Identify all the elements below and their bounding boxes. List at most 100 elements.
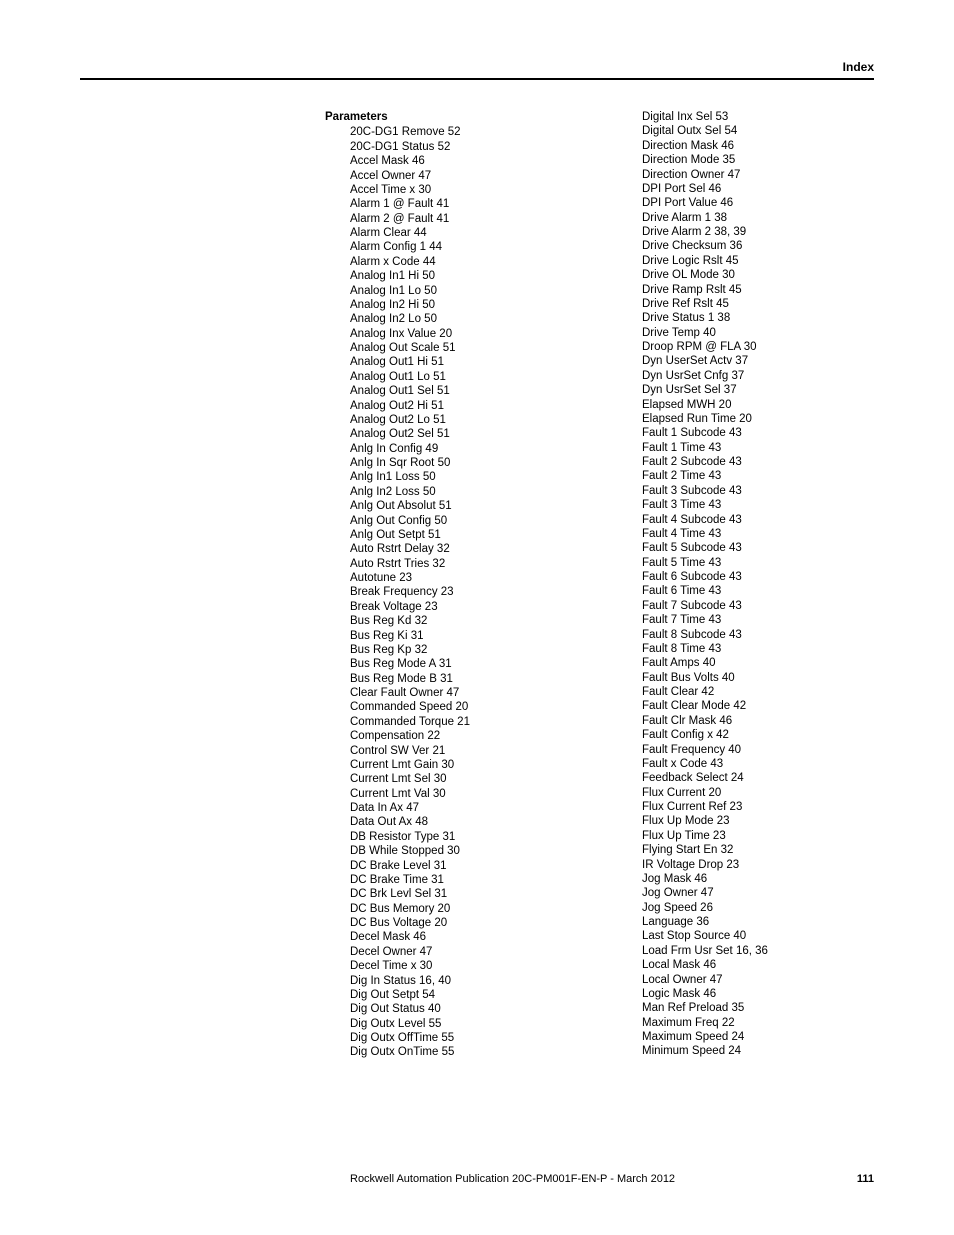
index-entry: Bus Reg Kd 32 bbox=[350, 614, 582, 628]
index-entry: 20C-DG1 Status 52 bbox=[350, 140, 582, 154]
index-entry: Alarm 1 @ Fault 41 bbox=[350, 197, 582, 211]
index-entry: Fault 5 Subcode 43 bbox=[642, 541, 874, 555]
index-entry: Dig In Status 16, 40 bbox=[350, 974, 582, 988]
index-entry: Break Voltage 23 bbox=[350, 600, 582, 614]
index-entry: DC Bus Voltage 20 bbox=[350, 916, 582, 930]
index-column-1: Parameters 20C-DG1 Remove 5220C-DG1 Stat… bbox=[350, 110, 582, 1060]
index-entry: Dig Out Status 40 bbox=[350, 1002, 582, 1016]
page-footer: Rockwell Automation Publication 20C-PM00… bbox=[80, 1173, 874, 1185]
index-entry: Analog In1 Lo 50 bbox=[350, 284, 582, 298]
index-entry: Auto Rstrt Delay 32 bbox=[350, 542, 582, 556]
index-entry: DC Brake Time 31 bbox=[350, 873, 582, 887]
index-entry: Fault Clear Mode 42 bbox=[642, 699, 874, 713]
index-entry: Analog Out1 Lo 51 bbox=[350, 370, 582, 384]
index-entry: DB Resistor Type 31 bbox=[350, 830, 582, 844]
index-entry: Drive Logic Rslt 45 bbox=[642, 254, 874, 268]
index-entry: Drive Temp 40 bbox=[642, 326, 874, 340]
section-title: Parameters bbox=[325, 110, 582, 124]
index-entry: Jog Owner 47 bbox=[642, 886, 874, 900]
index-entry: Dyn UsrSet Cnfg 37 bbox=[642, 369, 874, 383]
index-entry: Current Lmt Gain 30 bbox=[350, 758, 582, 772]
index-entry: Logic Mask 46 bbox=[642, 987, 874, 1001]
index-entry: Anlg Out Config 50 bbox=[350, 514, 582, 528]
index-entry: Fault Clear 42 bbox=[642, 685, 874, 699]
index-entry: Flux Up Time 23 bbox=[642, 829, 874, 843]
index-entry: 20C-DG1 Remove 52 bbox=[350, 125, 582, 139]
index-entry: Fault 6 Time 43 bbox=[642, 584, 874, 598]
index-entry: Commanded Torque 21 bbox=[350, 715, 582, 729]
index-entry: Decel Time x 30 bbox=[350, 959, 582, 973]
index-entry: Droop RPM @ FLA 30 bbox=[642, 340, 874, 354]
footer-page-number: 111 bbox=[857, 1173, 874, 1185]
index-entry: Data In Ax 47 bbox=[350, 801, 582, 815]
index-entry: Anlg In Sqr Root 50 bbox=[350, 456, 582, 470]
index-entry: Fault x Code 43 bbox=[642, 757, 874, 771]
index-entry: Fault 5 Time 43 bbox=[642, 556, 874, 570]
index-entry: DC Brk Levl Sel 31 bbox=[350, 887, 582, 901]
index-entry: Fault 8 Time 43 bbox=[642, 642, 874, 656]
index-entry: Fault Frequency 40 bbox=[642, 743, 874, 757]
index-entry: Direction Owner 47 bbox=[642, 168, 874, 182]
index-entry: Fault 1 Subcode 43 bbox=[642, 426, 874, 440]
index-entry: Alarm 2 @ Fault 41 bbox=[350, 212, 582, 226]
index-entry: Language 36 bbox=[642, 915, 874, 929]
index-entry: Dig Outx Level 55 bbox=[350, 1017, 582, 1031]
index-entry: Flying Start En 32 bbox=[642, 843, 874, 857]
index-entry: Flux Current 20 bbox=[642, 786, 874, 800]
index-entry: Local Owner 47 bbox=[642, 973, 874, 987]
index-entry: Bus Reg Kp 32 bbox=[350, 643, 582, 657]
index-entry: DPI Port Value 46 bbox=[642, 196, 874, 210]
index-entry: Anlg Out Absolut 51 bbox=[350, 499, 582, 513]
index-entry: Control SW Ver 21 bbox=[350, 744, 582, 758]
index-entry: Fault 4 Time 43 bbox=[642, 527, 874, 541]
index-entry: Fault 7 Subcode 43 bbox=[642, 599, 874, 613]
index-entry: Current Lmt Val 30 bbox=[350, 787, 582, 801]
index-entry: Minimum Speed 24 bbox=[642, 1044, 874, 1058]
index-entry: Fault Amps 40 bbox=[642, 656, 874, 670]
index-entry: Fault 6 Subcode 43 bbox=[642, 570, 874, 584]
index-entry: Fault 1 Time 43 bbox=[642, 441, 874, 455]
index-entry: Alarm Config 1 44 bbox=[350, 240, 582, 254]
index-entry: Drive OL Mode 30 bbox=[642, 268, 874, 282]
index-entry: Drive Checksum 36 bbox=[642, 239, 874, 253]
index-entry: Drive Alarm 2 38, 39 bbox=[642, 225, 874, 239]
index-entry: Analog Out2 Sel 51 bbox=[350, 427, 582, 441]
index-entry: Anlg In2 Loss 50 bbox=[350, 485, 582, 499]
index-entry: Flux Up Mode 23 bbox=[642, 814, 874, 828]
index-entry: Maximum Speed 24 bbox=[642, 1030, 874, 1044]
index-entry: Analog Out Scale 51 bbox=[350, 341, 582, 355]
index-entry: Maximum Freq 22 bbox=[642, 1016, 874, 1030]
index-entry: Accel Owner 47 bbox=[350, 169, 582, 183]
index-entry: Commanded Speed 20 bbox=[350, 700, 582, 714]
index-entry: Analog In2 Lo 50 bbox=[350, 312, 582, 326]
index-entry: Local Mask 46 bbox=[642, 958, 874, 972]
index-entry: Fault Clr Mask 46 bbox=[642, 714, 874, 728]
index-entry: Bus Reg Mode A 31 bbox=[350, 657, 582, 671]
index-entry: Dig Outx OffTime 55 bbox=[350, 1031, 582, 1045]
index-content: Parameters 20C-DG1 Remove 5220C-DG1 Stat… bbox=[350, 110, 874, 1060]
index-column-2: Digital Inx Sel 53Digital Outx Sel 54Dir… bbox=[642, 110, 874, 1060]
index-entry: Analog Out2 Hi 51 bbox=[350, 399, 582, 413]
index-entry: Drive Status 1 38 bbox=[642, 311, 874, 325]
index-entry: Fault 7 Time 43 bbox=[642, 613, 874, 627]
index-entry: Analog Out1 Sel 51 bbox=[350, 384, 582, 398]
index-entry: Digital Inx Sel 53 bbox=[642, 110, 874, 124]
index-entry: Fault 2 Subcode 43 bbox=[642, 455, 874, 469]
index-entry: Jog Speed 26 bbox=[642, 901, 874, 915]
index-entry: Last Stop Source 40 bbox=[642, 929, 874, 943]
index-entry: Bus Reg Mode B 31 bbox=[350, 672, 582, 686]
index-entry: Analog In1 Hi 50 bbox=[350, 269, 582, 283]
index-entry: Anlg In Config 49 bbox=[350, 442, 582, 456]
index-entry: Clear Fault Owner 47 bbox=[350, 686, 582, 700]
footer-publication: Rockwell Automation Publication 20C-PM00… bbox=[350, 1173, 675, 1185]
index-entry: Decel Mask 46 bbox=[350, 930, 582, 944]
index-entry: Man Ref Preload 35 bbox=[642, 1001, 874, 1015]
index-entry: Autotune 23 bbox=[350, 571, 582, 585]
index-entry: Compensation 22 bbox=[350, 729, 582, 743]
header-label: Index bbox=[843, 60, 874, 74]
index-entry: Load Frm Usr Set 16, 36 bbox=[642, 944, 874, 958]
index-entry: DC Brake Level 31 bbox=[350, 859, 582, 873]
index-entry: Drive Ramp Rslt 45 bbox=[642, 283, 874, 297]
index-entry: Fault 8 Subcode 43 bbox=[642, 628, 874, 642]
index-entry: Bus Reg Ki 31 bbox=[350, 629, 582, 643]
